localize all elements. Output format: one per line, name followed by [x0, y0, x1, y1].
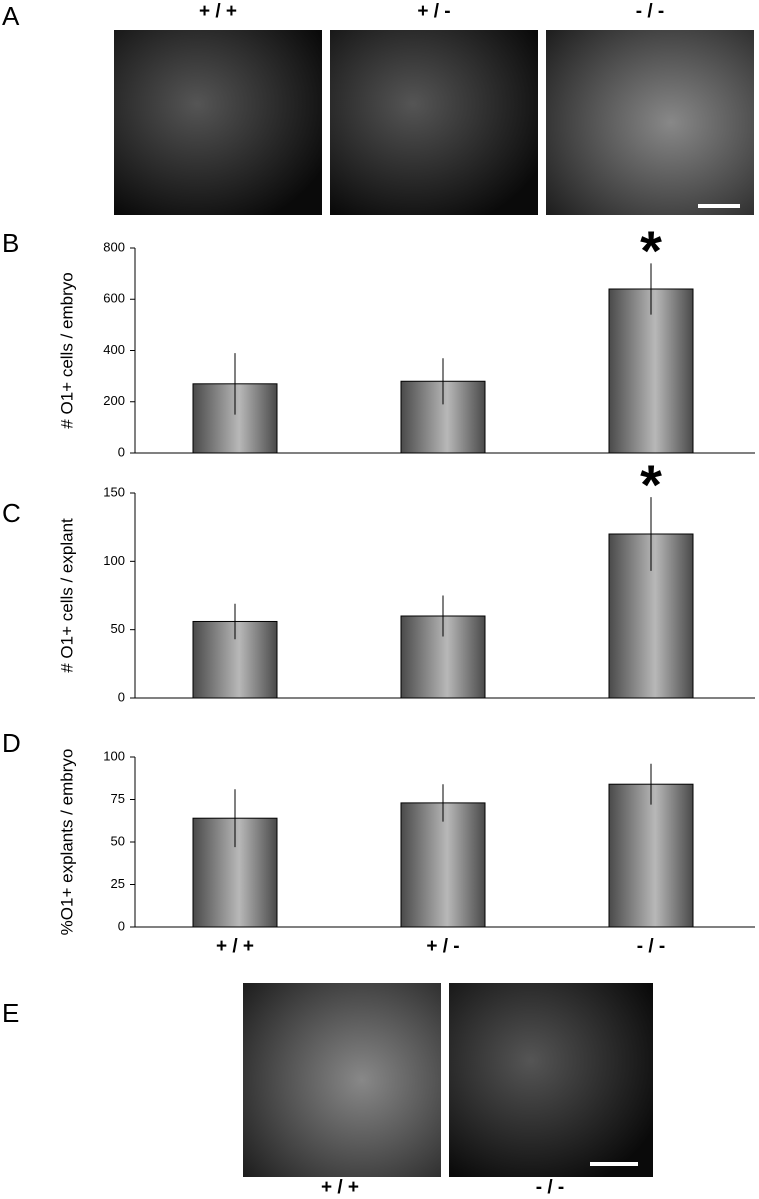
bar: [608, 533, 694, 699]
x-tick-label: - / -: [637, 936, 666, 957]
bar: [400, 802, 486, 928]
micrograph: [449, 983, 653, 1177]
panel-label: D: [2, 728, 21, 758]
image-label: + / +: [199, 1, 237, 22]
y-tick-label: 400: [103, 342, 125, 357]
y-axis-label: # O1+ cells / explant: [57, 518, 76, 673]
y-tick-label: 75: [111, 791, 125, 806]
y-axis-label: %O1+ explants / embryo: [57, 749, 76, 936]
micrograph: [114, 30, 322, 215]
x-tick-label: + / -: [426, 936, 459, 957]
micrograph: [243, 983, 441, 1177]
micrograph: [330, 30, 538, 215]
y-axis-label: # O1+ cells / embryo: [57, 272, 76, 428]
significance-marker: *: [640, 453, 662, 516]
panel-label: C: [2, 498, 21, 528]
image-label: - / -: [536, 1177, 565, 1198]
bar: [608, 783, 694, 928]
panel-label: A: [2, 1, 20, 31]
x-tick-label: + / +: [216, 936, 254, 957]
y-tick-label: 150: [103, 484, 125, 499]
image-label: + / -: [417, 1, 450, 22]
y-tick-label: 25: [111, 876, 125, 891]
panel-label: B: [2, 228, 19, 258]
micrograph: [546, 30, 754, 215]
significance-marker: *: [640, 219, 662, 282]
micrographs: [114, 30, 754, 1177]
panel-label: E: [2, 998, 19, 1028]
y-tick-label: 100: [103, 748, 125, 763]
y-tick-label: 200: [103, 393, 125, 408]
image-label: - / -: [636, 1, 665, 22]
y-tick-label: 50: [111, 621, 125, 636]
y-tick-label: 0: [118, 444, 125, 459]
y-tick-label: 100: [103, 553, 125, 568]
image-label: + / +: [321, 1177, 359, 1198]
bar: [608, 288, 694, 454]
y-tick-label: 50: [111, 833, 125, 848]
y-tick-label: 0: [118, 918, 125, 933]
y-tick-label: 800: [103, 239, 125, 254]
y-tick-label: 0: [118, 689, 125, 704]
y-tick-label: 600: [103, 291, 125, 306]
